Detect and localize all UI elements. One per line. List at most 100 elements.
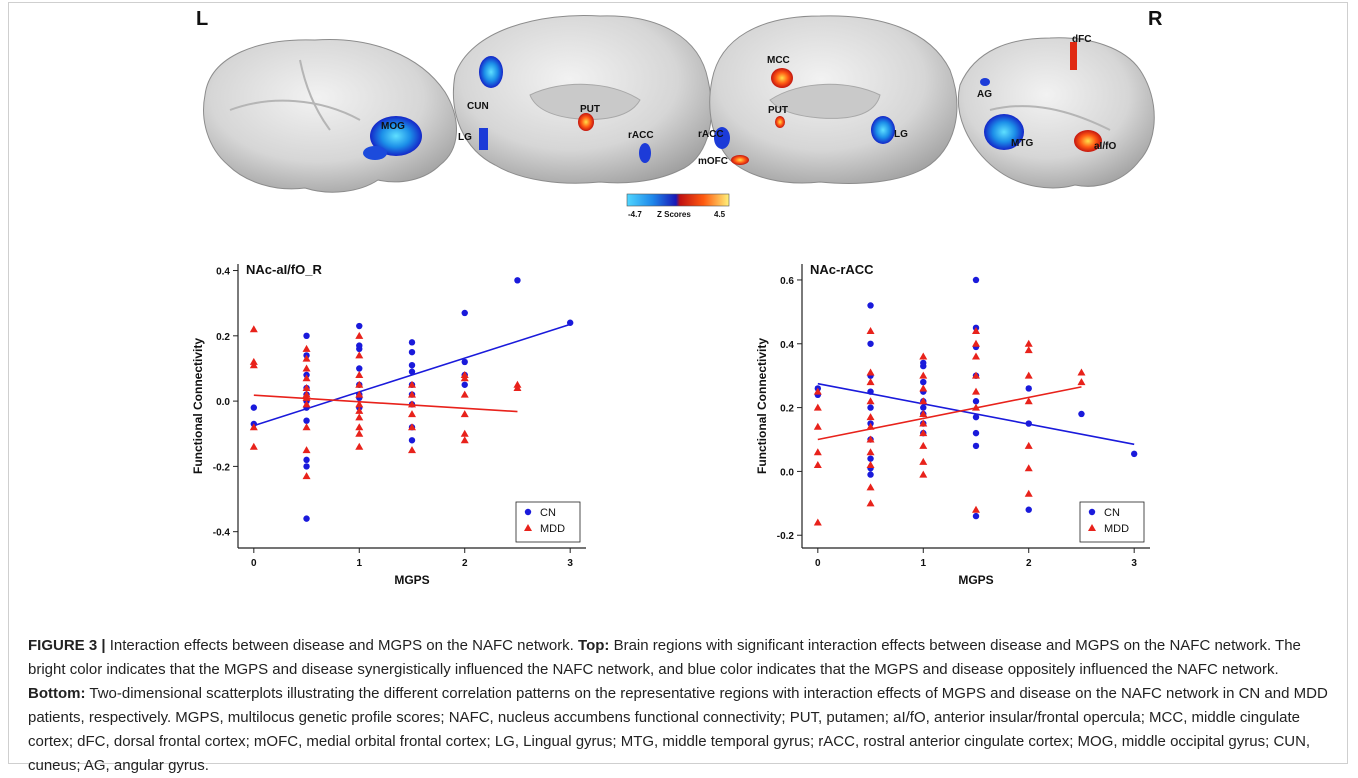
data-point-cn: [920, 404, 927, 411]
y-axis-label: Functional Connectivity: [755, 338, 769, 474]
data-point-cn: [1025, 506, 1032, 513]
data-point-mdd: [408, 400, 416, 408]
data-point-mdd: [460, 436, 469, 444]
data-point-cn: [867, 471, 874, 478]
data-point-cn: [356, 365, 363, 372]
data-point-mdd: [866, 435, 875, 443]
data-point-cn: [972, 429, 980, 437]
brain-view-right-lateral: dFC AG MTG aI/fO: [958, 34, 1155, 189]
y-tick-label: 0.0: [780, 467, 794, 478]
region-label-rACC-right: rACC: [698, 129, 724, 140]
data-point-cn: [1025, 385, 1032, 392]
data-point-mdd: [866, 378, 875, 386]
data-point-mdd: [355, 406, 364, 414]
data-point-mdd: [460, 429, 469, 437]
data-point-mdd: [866, 483, 875, 491]
y-tick-label: 0.2: [780, 404, 794, 415]
data-point-mdd: [866, 461, 875, 469]
data-point-cn: [303, 417, 310, 424]
data-point-mdd: [866, 368, 875, 376]
data-point-mdd: [302, 384, 311, 392]
data-point-mdd: [919, 397, 928, 405]
y-tick-label: -0.2: [213, 462, 231, 473]
data-point-mdd: [513, 384, 522, 392]
x-tick-label: 1: [920, 558, 926, 569]
region-label-mOFC: mOFC: [698, 156, 728, 167]
y-tick-label: 0.4: [216, 267, 230, 278]
x-tick-label: 3: [1131, 558, 1137, 569]
x-axis-label: MGPS: [394, 573, 429, 587]
data-point-cn: [303, 332, 310, 340]
colorbar-max-label: 4.5: [714, 210, 726, 219]
data-point-mdd: [302, 423, 311, 431]
data-point-cn: [1078, 410, 1085, 418]
region-label-MOG: MOG: [381, 121, 405, 132]
data-point-mdd: [866, 499, 875, 507]
data-point-mdd: [919, 409, 928, 417]
data-point-mdd: [302, 354, 311, 362]
data-point-mdd: [972, 352, 980, 360]
hemisphere-right-label: R: [1148, 8, 1163, 30]
region-label-rACC-left: rACC: [628, 130, 654, 141]
data-point-mdd: [408, 410, 416, 418]
region-label-MTG: MTG: [1011, 138, 1033, 149]
data-point-mdd: [972, 403, 980, 411]
legend-label-mdd: MDD: [540, 523, 565, 535]
region-label-MCC: MCC: [767, 55, 790, 66]
caption-bottom-label: Bottom:: [28, 685, 86, 702]
data-point-mdd: [972, 339, 980, 347]
data-point-mdd: [355, 351, 364, 359]
data-point-mdd: [866, 448, 875, 456]
data-point-cn: [408, 348, 416, 356]
data-point-mdd: [355, 400, 364, 408]
fit-line-mdd: [253, 394, 518, 413]
data-point-mdd: [355, 442, 364, 450]
data-point-mdd: [302, 344, 311, 352]
x-tick-label: 2: [462, 558, 468, 569]
data-point-mdd: [972, 371, 980, 379]
data-point-mdd: [355, 370, 364, 378]
legend-box: [1079, 501, 1145, 543]
data-point-cn: [408, 368, 416, 375]
caption-top-text: Brain regions with significant interacti…: [28, 637, 1301, 678]
region-label-PUT-right: PUT: [768, 105, 788, 116]
data-point-cn: [461, 358, 468, 366]
data-point-mdd: [972, 387, 980, 395]
data-point-mdd: [919, 441, 928, 449]
x-tick-label: 0: [815, 558, 821, 569]
data-point-cn: [920, 378, 927, 386]
fit-line-mdd: [817, 386, 1082, 441]
data-point-mdd: [813, 448, 822, 456]
x-tick-label: 3: [567, 558, 573, 569]
data-point-cn: [356, 322, 363, 330]
region-label-LG-right: LG: [894, 129, 908, 140]
data-point-cn: [972, 276, 980, 284]
region-label-aIfO: aI/fO: [1094, 141, 1116, 152]
region-label-dFC: dFC: [1072, 34, 1091, 45]
data-point-cn: [972, 442, 980, 450]
caption-figure-number: FIGURE 3 |: [28, 637, 106, 654]
y-tick-label: 0.4: [780, 340, 794, 351]
data-point-cn: [303, 456, 310, 464]
data-point-mdd: [866, 397, 875, 405]
zscore-colorbar: -4.7 Z Scores 4.5: [626, 193, 730, 219]
y-axis-label: Functional Connectivity: [191, 338, 205, 474]
figure-caption: FIGURE 3 | Interaction effects between d…: [28, 634, 1328, 778]
data-point-cn: [514, 277, 521, 284]
data-point-cn: [972, 512, 980, 520]
legend-label-cn: CN: [1104, 507, 1120, 519]
data-point-mdd: [302, 400, 311, 408]
data-point-mdd: [866, 327, 875, 335]
data-point-cn: [303, 463, 310, 470]
data-point-mdd: [972, 505, 980, 513]
y-tick-label: -0.4: [213, 528, 231, 539]
data-point-cn: [461, 381, 468, 388]
data-point-mdd: [302, 472, 311, 480]
region-label-CUN: CUN: [467, 101, 489, 112]
colorbar-min-label: -4.7: [628, 210, 642, 219]
data-point-cn: [972, 398, 980, 405]
data-point-cn: [867, 455, 874, 462]
data-point-mdd: [1077, 368, 1086, 376]
data-point-cn: [1025, 420, 1032, 427]
legend-marker-mdd: [1088, 524, 1096, 531]
